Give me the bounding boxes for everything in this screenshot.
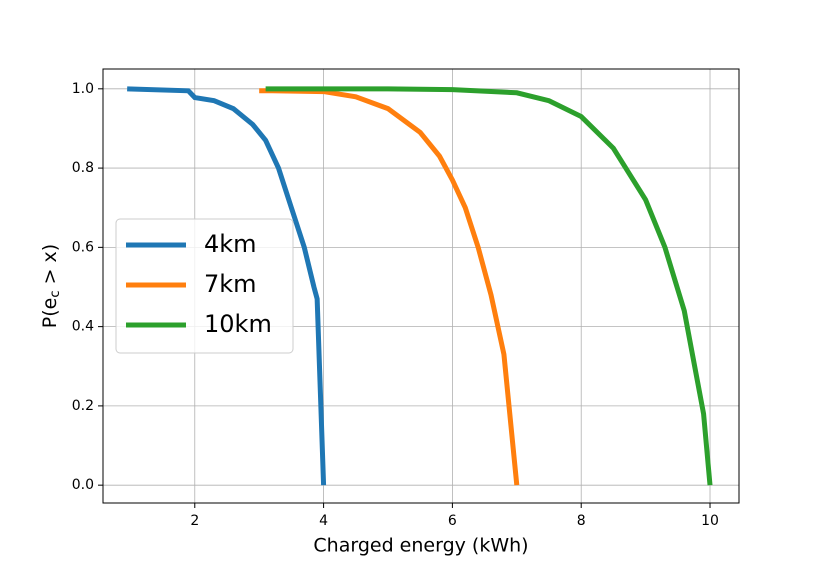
- y-tick-label: 0.6: [72, 239, 94, 255]
- y-tick-label: 0.8: [72, 160, 94, 176]
- x-tick-label: 2: [190, 513, 199, 529]
- y-label-subscript: c: [48, 290, 63, 297]
- y-tick-label: 1.0: [72, 81, 94, 97]
- x-tick-label: 6: [448, 513, 457, 529]
- plot-frame: [102, 68, 740, 504]
- legend-label: 7km: [204, 270, 257, 298]
- legend-box: [115, 218, 294, 354]
- line-series: [265, 86, 713, 486]
- y-label-part: > x): [39, 244, 61, 291]
- legend-label: 4km: [204, 230, 257, 258]
- y-axis-label: P(ec > x): [39, 244, 63, 328]
- line-series: [127, 86, 327, 486]
- line-series: [259, 88, 520, 486]
- x-tick-label: 10: [701, 513, 719, 529]
- y-tick-label: 0.2: [72, 398, 94, 414]
- y-label-part: P(e: [39, 298, 61, 329]
- x-axis-label: Charged energy (kWh): [313, 535, 528, 557]
- x-tick-label: 8: [577, 513, 586, 529]
- y-tick-label: 0.4: [72, 319, 94, 335]
- y-tick-label: 0.0: [72, 477, 94, 493]
- legend-label: 10km: [204, 310, 272, 338]
- x-tick-label: 4: [319, 513, 328, 529]
